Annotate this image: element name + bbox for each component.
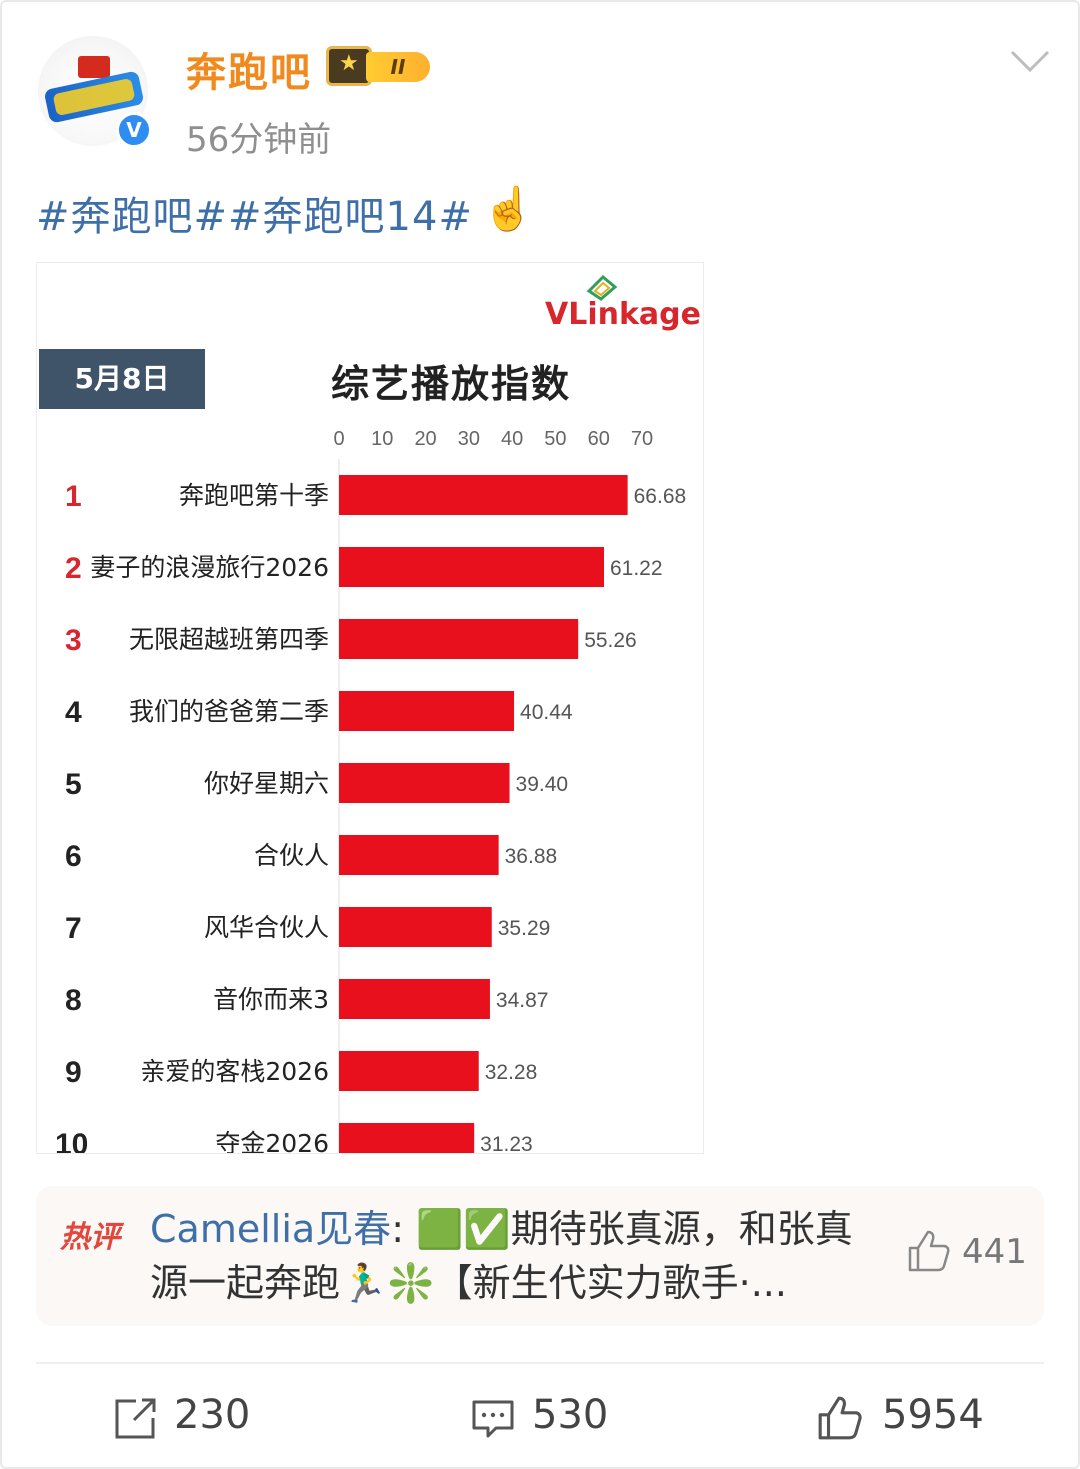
data-label: 55.26 — [584, 629, 637, 652]
chart-date: 5月8日 — [39, 349, 205, 409]
category-label: 风华合伙人 — [204, 913, 329, 942]
bar-chart: 0 10 20 30 40 50 60 70 66.68 奔跑吧第十季 1 61.22 妻子的浪漫旅行2… — [55, 428, 687, 1154]
bar — [339, 979, 490, 1019]
comment-icon — [472, 1400, 514, 1438]
data-label: 66.68 — [634, 485, 687, 508]
username[interactable]: 奔跑吧 — [186, 50, 312, 96]
chart-image[interactable]: VLinkage 5月8日 综艺播放指数 0 10 20 30 40 50 60 70 66.6… — [36, 262, 704, 1154]
rank-number: 5 — [65, 768, 82, 801]
vip-level: II — [366, 52, 430, 82]
chart-title: 综艺播放指数 — [331, 362, 572, 406]
like-count: 5954 — [882, 1392, 984, 1438]
bar — [339, 475, 628, 515]
bar — [339, 763, 510, 803]
repost-count: 230 — [174, 1392, 251, 1438]
category-label: 奔跑吧第十季 — [179, 481, 329, 510]
rank-number: 7 — [65, 912, 82, 945]
category-label: 音你而来3 — [213, 985, 329, 1014]
hot-comment-text: 🟩✅期待张真源，和张真源一起奔跑🏃‍♂️❇️【新生代实力歌手·... — [150, 1207, 853, 1305]
x-tick-label: 30 — [458, 428, 480, 450]
bar — [339, 1123, 475, 1153]
post-time: 56分钟前 — [186, 120, 332, 160]
category-label: 无限超越班第四季 — [129, 625, 329, 654]
crown-badge-icon[interactable]: II — [326, 46, 438, 86]
category-label: 我们的爸爸第二季 — [129, 697, 329, 726]
repost-button[interactable]: 230 — [112, 1388, 292, 1444]
x-tick-label: 50 — [544, 428, 566, 450]
bar — [339, 619, 579, 659]
category-label: 你好星期六 — [204, 769, 329, 798]
data-label: 36.88 — [505, 845, 558, 868]
data-label: 32.28 — [485, 1061, 538, 1084]
topic-hashtags[interactable]: #奔跑吧##奔跑吧14# — [36, 194, 473, 240]
category-label: 妻子的浪漫旅行2026 — [90, 553, 329, 582]
rank-number: 3 — [65, 624, 82, 657]
rank-number: 2 — [65, 552, 82, 585]
hot-comment-tag: 热评 — [60, 1220, 120, 1255]
bar — [339, 691, 515, 731]
data-label: 31.23 — [480, 1133, 533, 1154]
logo-red-block — [78, 56, 110, 78]
like-button[interactable]: 5954 — [816, 1388, 1016, 1444]
vlinkage-logo-icon — [586, 275, 618, 301]
divider — [36, 1362, 1044, 1364]
hot-comment-like-button[interactable]: 441 — [906, 1228, 1036, 1278]
comment-button[interactable]: 530 — [470, 1388, 650, 1444]
rank-number: 8 — [65, 984, 82, 1017]
x-tick-label: 20 — [414, 428, 436, 450]
rank-number: 4 — [65, 696, 82, 729]
rank-number: 10 — [55, 1128, 88, 1154]
x-tick-label: 10 — [371, 428, 393, 450]
verified-icon: V — [116, 112, 152, 148]
x-tick-label: 70 — [631, 428, 653, 450]
x-tick-label: 60 — [588, 428, 610, 450]
hot-comment[interactable]: 热评 Camellia见春: 🟩✅期待张真源，和张真源一起奔跑🏃‍♂️❇️【新生… — [36, 1186, 1044, 1326]
data-label: 61.22 — [610, 557, 663, 580]
rank-number: 9 — [65, 1056, 82, 1089]
x-tick-label: 40 — [501, 428, 523, 450]
hot-comment-separator: : — [391, 1207, 417, 1251]
pointing-up-emoji: ☝️ — [482, 184, 535, 233]
category-label: 合伙人 — [254, 841, 329, 870]
hot-comment-body: Camellia见春: 🟩✅期待张真源，和张真源一起奔跑🏃‍♂️❇️【新生代实力… — [150, 1202, 886, 1310]
bar — [339, 1051, 479, 1091]
thumbs-up-icon — [908, 1230, 950, 1272]
hot-comment-user[interactable]: Camellia见春 — [150, 1207, 392, 1251]
bar — [339, 835, 499, 875]
thumbs-up-icon — [818, 1396, 862, 1440]
category-label: 亲爱的客栈2026 — [140, 1057, 329, 1086]
bar — [339, 547, 604, 587]
x-tick-label: 0 — [333, 428, 344, 450]
hot-comment-like-count: 441 — [962, 1232, 1027, 1272]
vlinkage-brand: VLinkage — [545, 297, 702, 332]
bar — [339, 907, 492, 947]
repost-icon — [115, 1398, 156, 1439]
rank-number: 1 — [65, 480, 82, 513]
data-label: 39.40 — [516, 773, 569, 796]
comment-count: 530 — [532, 1392, 609, 1438]
data-label: 34.87 — [496, 989, 549, 1012]
data-label: 40.44 — [520, 701, 573, 724]
category-label: 夺金2026 — [215, 1129, 329, 1154]
rank-number: 6 — [65, 840, 82, 873]
data-label: 35.29 — [498, 917, 551, 940]
chevron-down-icon[interactable] — [1010, 48, 1050, 74]
